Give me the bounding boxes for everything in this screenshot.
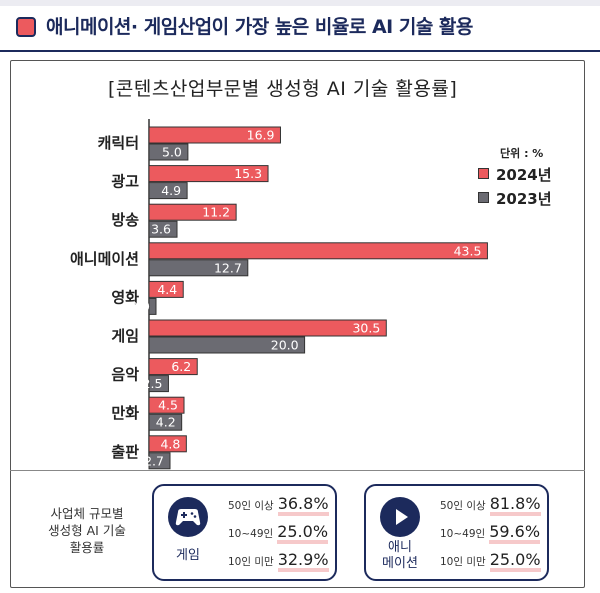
legend-label-2024: 2024년: [496, 166, 552, 184]
bar-2023: [148, 143, 189, 161]
bar-2023: [148, 297, 157, 315]
bar-chart: 캐릭터 16.9 5.0 광고 15.3 4.9 방송 11.2 3.6 애니메이션 43.5 12.…: [70, 119, 488, 470]
size-band: 50인 이상: [228, 500, 274, 512]
gamepad-icon: [168, 497, 208, 537]
card-row: 10~49인 59.6%: [440, 522, 541, 544]
category-label: 음악: [111, 366, 139, 384]
data-label: 3.6: [151, 222, 171, 237]
bar-2023: [148, 182, 188, 200]
data-label: 11.2: [202, 205, 230, 220]
card-row: 10인 미만 25.0%: [440, 550, 541, 572]
bar-2024: [148, 126, 281, 144]
category-label: 애니메이션: [70, 250, 139, 268]
data-label: 4.9: [161, 183, 181, 198]
category-label: 만화: [111, 404, 139, 422]
card-row: 10인 미만 32.9%: [228, 550, 329, 572]
chart-title: [콘텐츠산업부문별 생성형 AI 기술 활용률]: [108, 78, 458, 100]
company-size-label: 사업체 규모별 생성형 AI 기술 활용률: [28, 505, 146, 556]
data-label: 15.3: [234, 166, 262, 181]
bar-2023: [148, 375, 169, 393]
category-label: 광고: [111, 173, 139, 191]
animation-card: 애니 메이션 50인 이상 81.8% 10~49인 59.6% 10인 미만 25.…: [364, 484, 549, 581]
size-value: 36.8%: [277, 496, 329, 516]
size-band: 10인 미만: [228, 556, 274, 568]
bar-2023: [148, 452, 171, 470]
data-label: 43.5: [454, 243, 482, 258]
header: 애니메이션· 게임산업이 가장 높은 비율로 AI 기술 활용: [16, 10, 596, 44]
card-name: 게임: [176, 548, 200, 563]
size-value: 59.6%: [489, 524, 541, 544]
data-label: 30.5: [352, 321, 380, 336]
header-underline: [0, 50, 600, 52]
data-label: 4.2: [156, 415, 176, 430]
data-label: 5.0: [162, 145, 182, 160]
bar-2023: [148, 336, 306, 354]
card-name: 애니 메이션: [372, 540, 428, 572]
header-bullet-icon: [16, 17, 36, 37]
category-label: 영화: [111, 288, 139, 306]
data-label: 4.4: [157, 282, 177, 297]
legend-swatch-2024: [478, 168, 489, 179]
bar-2024: [148, 280, 184, 298]
size-band: 10~49인: [228, 528, 274, 540]
card-row: 50인 이상 36.8%: [228, 494, 329, 516]
bar-2024: [148, 165, 269, 183]
bar-2024: [148, 358, 198, 376]
legend-swatch-2023: [478, 192, 489, 203]
data-label: 2.5: [143, 376, 163, 391]
size-value: 25.0%: [277, 524, 329, 544]
category-label: 방송: [111, 211, 139, 229]
data-label: 12.7: [214, 260, 242, 275]
unit-label: 단위 : %: [500, 147, 544, 160]
bar-2024: [148, 242, 488, 260]
size-value: 32.9%: [277, 552, 329, 572]
company-size-label-line: 생성형 AI 기술: [48, 523, 126, 538]
page-title: 애니메이션· 게임산업이 가장 높은 비율로 AI 기술 활용: [46, 16, 473, 38]
data-label: 4.8: [160, 436, 180, 451]
bar-2024: [148, 396, 185, 414]
size-value: 81.8%: [489, 496, 541, 516]
bar-2023: [148, 220, 178, 238]
legend-label-2023: 2023년: [496, 190, 552, 208]
card-row: 10~49인 25.0%: [228, 522, 329, 544]
size-band: 10인 미만: [440, 556, 486, 568]
play-icon: [380, 497, 420, 537]
data-label: 2.7: [144, 453, 164, 468]
size-band: 10~49인: [440, 528, 486, 540]
card-name-line: 애니: [388, 540, 412, 555]
bar-2023: [148, 259, 249, 277]
bar-2024: [148, 203, 237, 221]
company-size-label-line: 사업체 규모별: [50, 506, 124, 521]
size-value: 25.0%: [489, 552, 541, 572]
data-label: 16.9: [247, 128, 275, 143]
top-rule: [0, 0, 600, 6]
bar-2024: [148, 319, 387, 337]
card-name-line: 메이션: [382, 556, 418, 571]
bar-2023: [148, 413, 183, 431]
chart-panel: [10, 60, 585, 588]
game-card: 게임 50인 이상 36.8% 10~49인 25.0% 10인 미만 32.9%: [152, 484, 337, 581]
size-band: 50인 이상: [440, 500, 486, 512]
data-label: 0.9: [130, 299, 150, 314]
data-label: 6.2: [171, 359, 191, 374]
bar-2024: [148, 435, 187, 453]
data-label: 4.5: [158, 398, 178, 413]
data-label: 20.0: [271, 338, 299, 353]
category-label: 출판: [111, 443, 139, 461]
company-size-label-line: 활용률: [69, 540, 105, 555]
card-row: 50인 이상 81.8%: [440, 494, 541, 516]
category-label: 캐릭터: [98, 134, 139, 152]
category-label: 게임: [111, 327, 139, 345]
section-divider: [10, 470, 585, 471]
